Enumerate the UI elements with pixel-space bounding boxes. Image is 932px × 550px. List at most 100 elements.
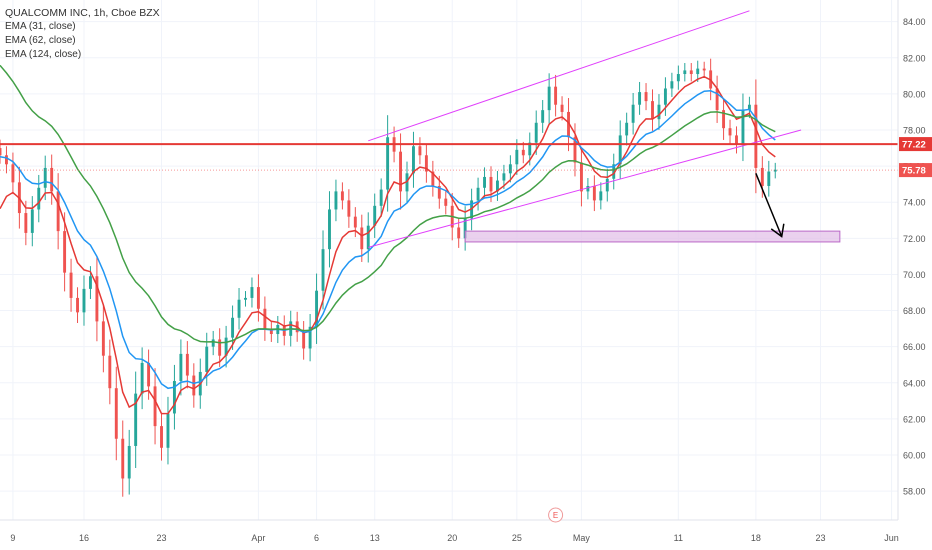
candle-body bbox=[651, 101, 654, 120]
ema-62-line bbox=[0, 90, 776, 390]
candle-body bbox=[457, 227, 461, 239]
candle-body bbox=[424, 155, 428, 172]
candle-body bbox=[334, 191, 338, 210]
candle-body bbox=[618, 135, 622, 165]
candle-body bbox=[579, 162, 583, 192]
candle-body bbox=[508, 164, 512, 174]
candle-body bbox=[489, 176, 493, 192]
candle-body bbox=[43, 167, 47, 188]
y-tick-label: 80.00 bbox=[903, 89, 926, 99]
candle-body bbox=[431, 171, 435, 186]
candle-body bbox=[560, 104, 564, 112]
candle-body bbox=[256, 287, 260, 309]
y-tick-label: 68.00 bbox=[903, 306, 926, 316]
candle-body bbox=[185, 353, 189, 376]
x-tick-label: 18 bbox=[751, 533, 761, 543]
candle-body bbox=[412, 146, 415, 174]
y-tick-label: 78.00 bbox=[903, 126, 926, 136]
candle-body bbox=[0, 148, 2, 156]
candle-body bbox=[541, 110, 545, 123]
candle-body bbox=[218, 339, 222, 356]
candle-body bbox=[625, 122, 629, 136]
candle-body bbox=[56, 191, 60, 232]
candle-body bbox=[605, 178, 609, 192]
candle-body bbox=[192, 375, 196, 396]
y-tick-label: 82.00 bbox=[903, 53, 926, 63]
candle-body bbox=[224, 337, 228, 356]
candle-body bbox=[5, 155, 8, 165]
candle-body bbox=[747, 104, 751, 111]
candle-body bbox=[315, 290, 319, 327]
candle-body bbox=[592, 185, 596, 201]
candle-body bbox=[437, 185, 441, 199]
candle-body bbox=[63, 231, 67, 273]
ema-lines bbox=[0, 64, 776, 415]
level-price-badge: 77.22 bbox=[902, 140, 926, 151]
candle-body bbox=[644, 92, 648, 102]
candle-body bbox=[308, 326, 312, 349]
candle-body bbox=[82, 288, 86, 313]
candle-body bbox=[386, 137, 390, 190]
candle-body bbox=[172, 380, 176, 414]
candle-body bbox=[773, 169, 777, 172]
candle-body bbox=[366, 225, 370, 250]
candle-body bbox=[657, 104, 661, 120]
candle-body bbox=[741, 110, 745, 145]
candle-body bbox=[101, 321, 105, 356]
candle-body bbox=[37, 187, 41, 210]
earnings-event-label: E bbox=[553, 511, 558, 520]
candle-body bbox=[211, 339, 215, 347]
earnings-event-icon bbox=[548, 507, 564, 523]
candle-body bbox=[160, 426, 163, 448]
candle-body bbox=[528, 142, 532, 156]
candle-body bbox=[599, 191, 603, 201]
candle-body bbox=[347, 200, 351, 217]
candle-body bbox=[153, 386, 157, 427]
candle-body bbox=[515, 149, 519, 165]
x-tick-label: 20 bbox=[447, 533, 457, 543]
symbol-title: QUALCOMM INC, 1h, Cboe BZX bbox=[5, 7, 160, 19]
y-tick-label: 64.00 bbox=[903, 378, 926, 388]
candle-body bbox=[702, 68, 706, 71]
candle-body bbox=[728, 128, 732, 136]
candle-body bbox=[696, 68, 700, 75]
candle-body bbox=[127, 445, 131, 479]
y-tick-label: 70.00 bbox=[903, 270, 926, 280]
y-tick-label: 72.00 bbox=[903, 234, 926, 244]
candle-body bbox=[754, 104, 758, 168]
ema-124-line bbox=[0, 64, 776, 344]
x-tick-label: 11 bbox=[674, 533, 683, 543]
drawings-layer bbox=[0, 10, 898, 248]
x-tick-label: 23 bbox=[815, 533, 825, 543]
x-tick-label: Jun bbox=[884, 533, 899, 543]
candle-body bbox=[263, 308, 267, 329]
candle-body bbox=[483, 176, 486, 188]
candle-body bbox=[444, 198, 448, 206]
candle-body bbox=[166, 413, 170, 448]
candle-body bbox=[722, 110, 726, 129]
candle-body bbox=[108, 355, 112, 389]
y-tick-label: 84.00 bbox=[903, 17, 926, 27]
candle-body bbox=[237, 299, 241, 318]
candle-body bbox=[353, 216, 357, 228]
candle-body bbox=[463, 218, 467, 239]
y-tick-label: 62.00 bbox=[903, 414, 926, 424]
x-tick-label: 9 bbox=[10, 533, 15, 543]
candle-body bbox=[50, 167, 54, 192]
candle-body bbox=[586, 185, 590, 192]
y-tick-label: 66.00 bbox=[903, 342, 926, 352]
candle-body bbox=[95, 276, 99, 322]
candle-body bbox=[88, 276, 92, 289]
x-tick-label: 25 bbox=[512, 533, 522, 543]
x-tick-label: 13 bbox=[370, 533, 380, 543]
candle-body bbox=[373, 205, 377, 226]
legend-ema-124: EMA (124, close) bbox=[5, 49, 82, 60]
candle-body bbox=[321, 249, 325, 291]
candle-body bbox=[360, 227, 364, 250]
candle-body bbox=[715, 88, 719, 111]
legend-ema-31: EMA (31, close) bbox=[5, 21, 76, 32]
candle-body bbox=[114, 388, 118, 439]
candle-body bbox=[554, 86, 558, 105]
candle-body bbox=[689, 70, 693, 75]
